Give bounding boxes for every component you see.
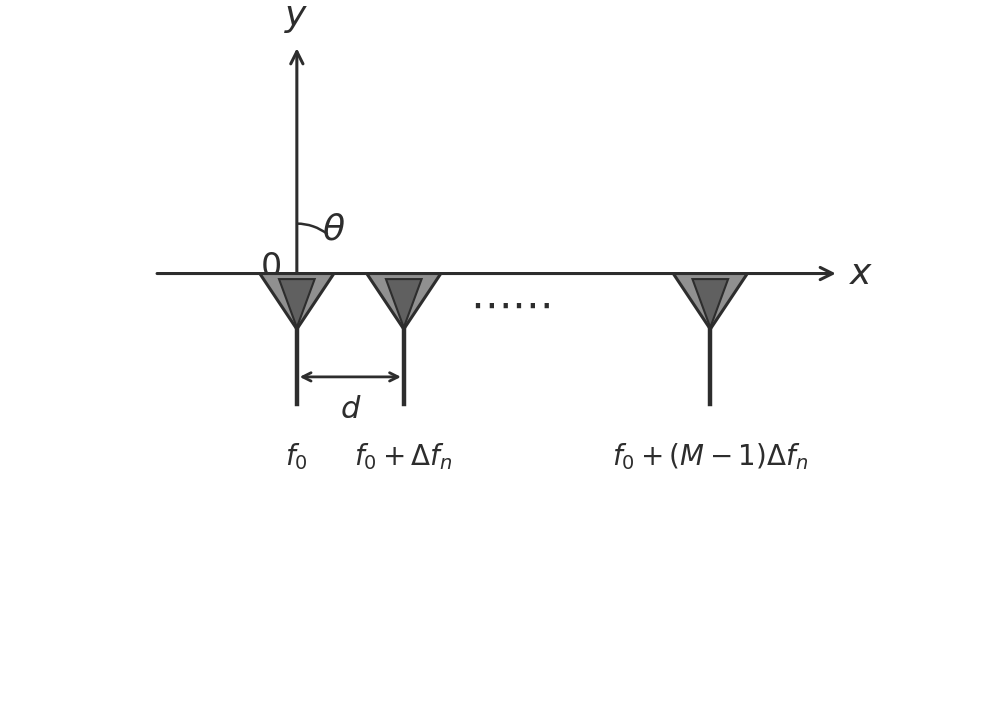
Text: $y$: $y$: [284, 1, 309, 35]
Text: $0$: $0$: [260, 251, 281, 285]
Polygon shape: [367, 274, 441, 329]
Text: $d$: $d$: [340, 395, 361, 424]
Text: $\cdots\cdots$: $\cdots\cdots$: [470, 285, 551, 327]
Polygon shape: [279, 279, 315, 327]
Polygon shape: [260, 274, 334, 329]
Text: $f_0 + \Delta f_n$: $f_0 + \Delta f_n$: [354, 441, 453, 472]
Polygon shape: [692, 279, 728, 327]
Text: $f_0 + (M-1)\Delta f_n$: $f_0 + (M-1)\Delta f_n$: [612, 441, 808, 472]
Text: $\theta$: $\theta$: [322, 212, 346, 246]
Polygon shape: [386, 279, 422, 327]
Text: $f_0$: $f_0$: [285, 441, 308, 472]
Polygon shape: [673, 274, 747, 329]
Text: $x$: $x$: [849, 256, 874, 290]
